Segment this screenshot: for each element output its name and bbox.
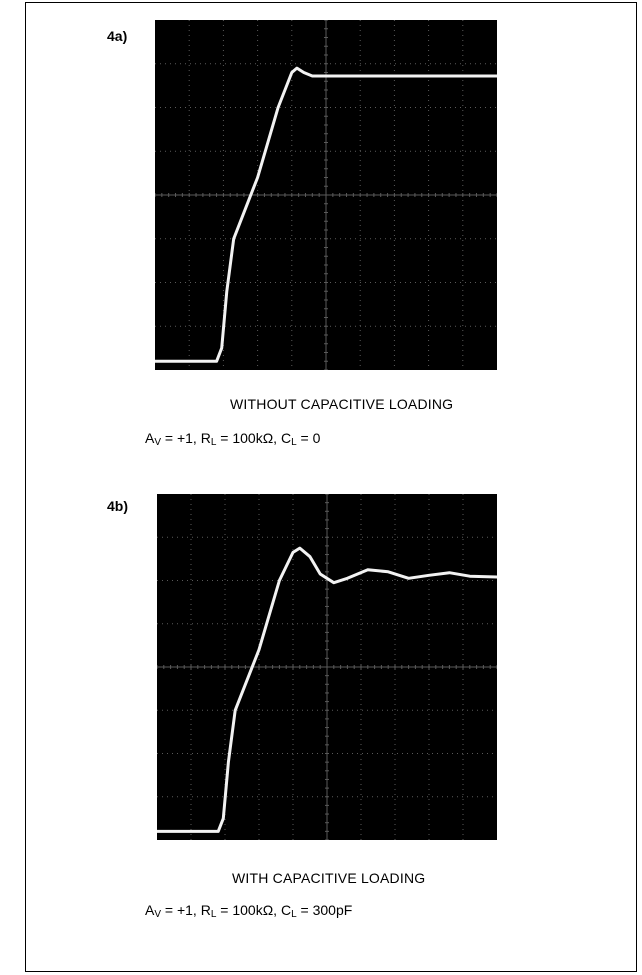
rl-value: = 100kΩ, xyxy=(216,902,281,918)
oscilloscope-screen-4b xyxy=(157,494,497,840)
rl-subscript: L xyxy=(210,909,217,920)
av-symbol: A xyxy=(145,430,155,446)
waveform-trace xyxy=(155,66,497,363)
rl-value: = 100kΩ, xyxy=(216,430,281,446)
cl-subscript: L xyxy=(291,909,297,920)
figure-label-4a: 4a) xyxy=(107,28,128,44)
cl-value: = 0 xyxy=(296,430,321,446)
av-symbol: A xyxy=(145,902,155,918)
cl-symbol: C xyxy=(280,902,292,918)
waveform-plot-4a xyxy=(155,20,497,370)
caption-4a: WITHOUT CAPACITIVE LOADING xyxy=(230,396,454,412)
av-subscript: V xyxy=(154,909,162,920)
cl-subscript: L xyxy=(291,437,297,448)
figure-label-4b: 4b) xyxy=(107,498,128,514)
cl-symbol: C xyxy=(280,430,292,446)
params-4a: AV = +1, RL = 100kΩ, CL = 0 xyxy=(145,430,320,448)
figure-frame xyxy=(25,2,637,972)
av-value: = +1, xyxy=(161,902,201,918)
cl-value: = 300pF xyxy=(296,902,353,918)
av-subscript: V xyxy=(154,437,162,448)
oscilloscope-screen-4a xyxy=(155,20,497,370)
av-value: = +1, xyxy=(161,430,201,446)
rl-symbol: R xyxy=(200,902,211,918)
rl-symbol: R xyxy=(200,430,211,446)
waveform-plot-4b xyxy=(157,494,497,840)
params-4b: AV = +1, RL = 100kΩ, CL = 300pF xyxy=(145,902,352,920)
caption-4b: WITH CAPACITIVE LOADING xyxy=(232,870,426,886)
waveform-trace xyxy=(157,546,497,833)
rl-subscript: L xyxy=(210,437,217,448)
